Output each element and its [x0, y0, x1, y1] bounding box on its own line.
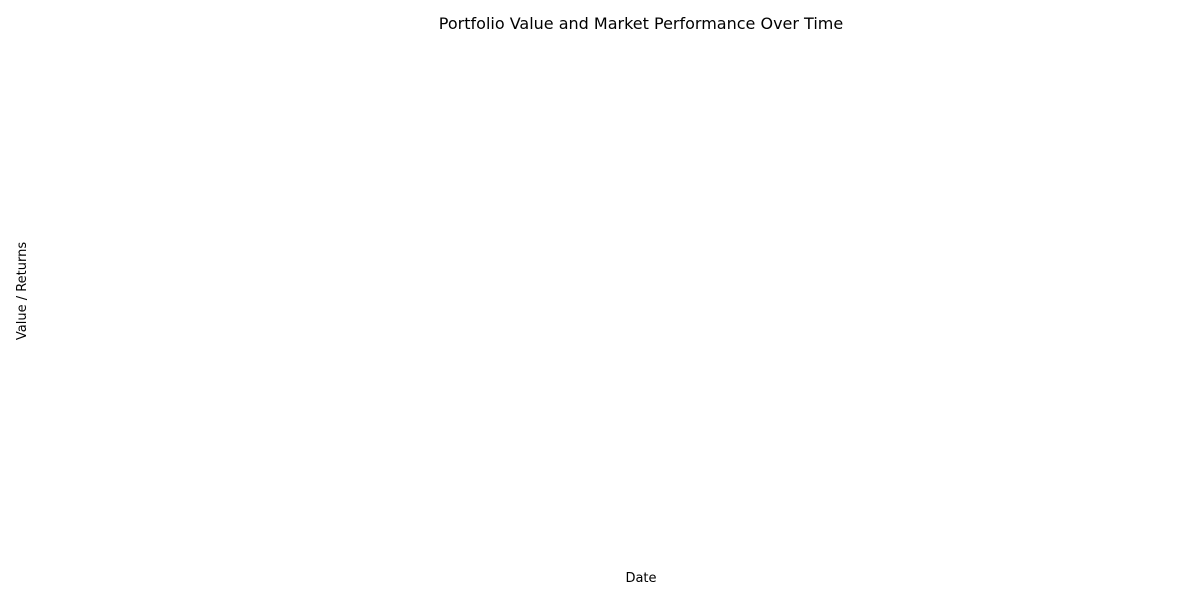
- y-axis-label: Value / Returns: [15, 242, 30, 340]
- x-axis-label: Date: [625, 571, 656, 586]
- chart-title: Portfolio Value and Market Performance O…: [439, 14, 843, 33]
